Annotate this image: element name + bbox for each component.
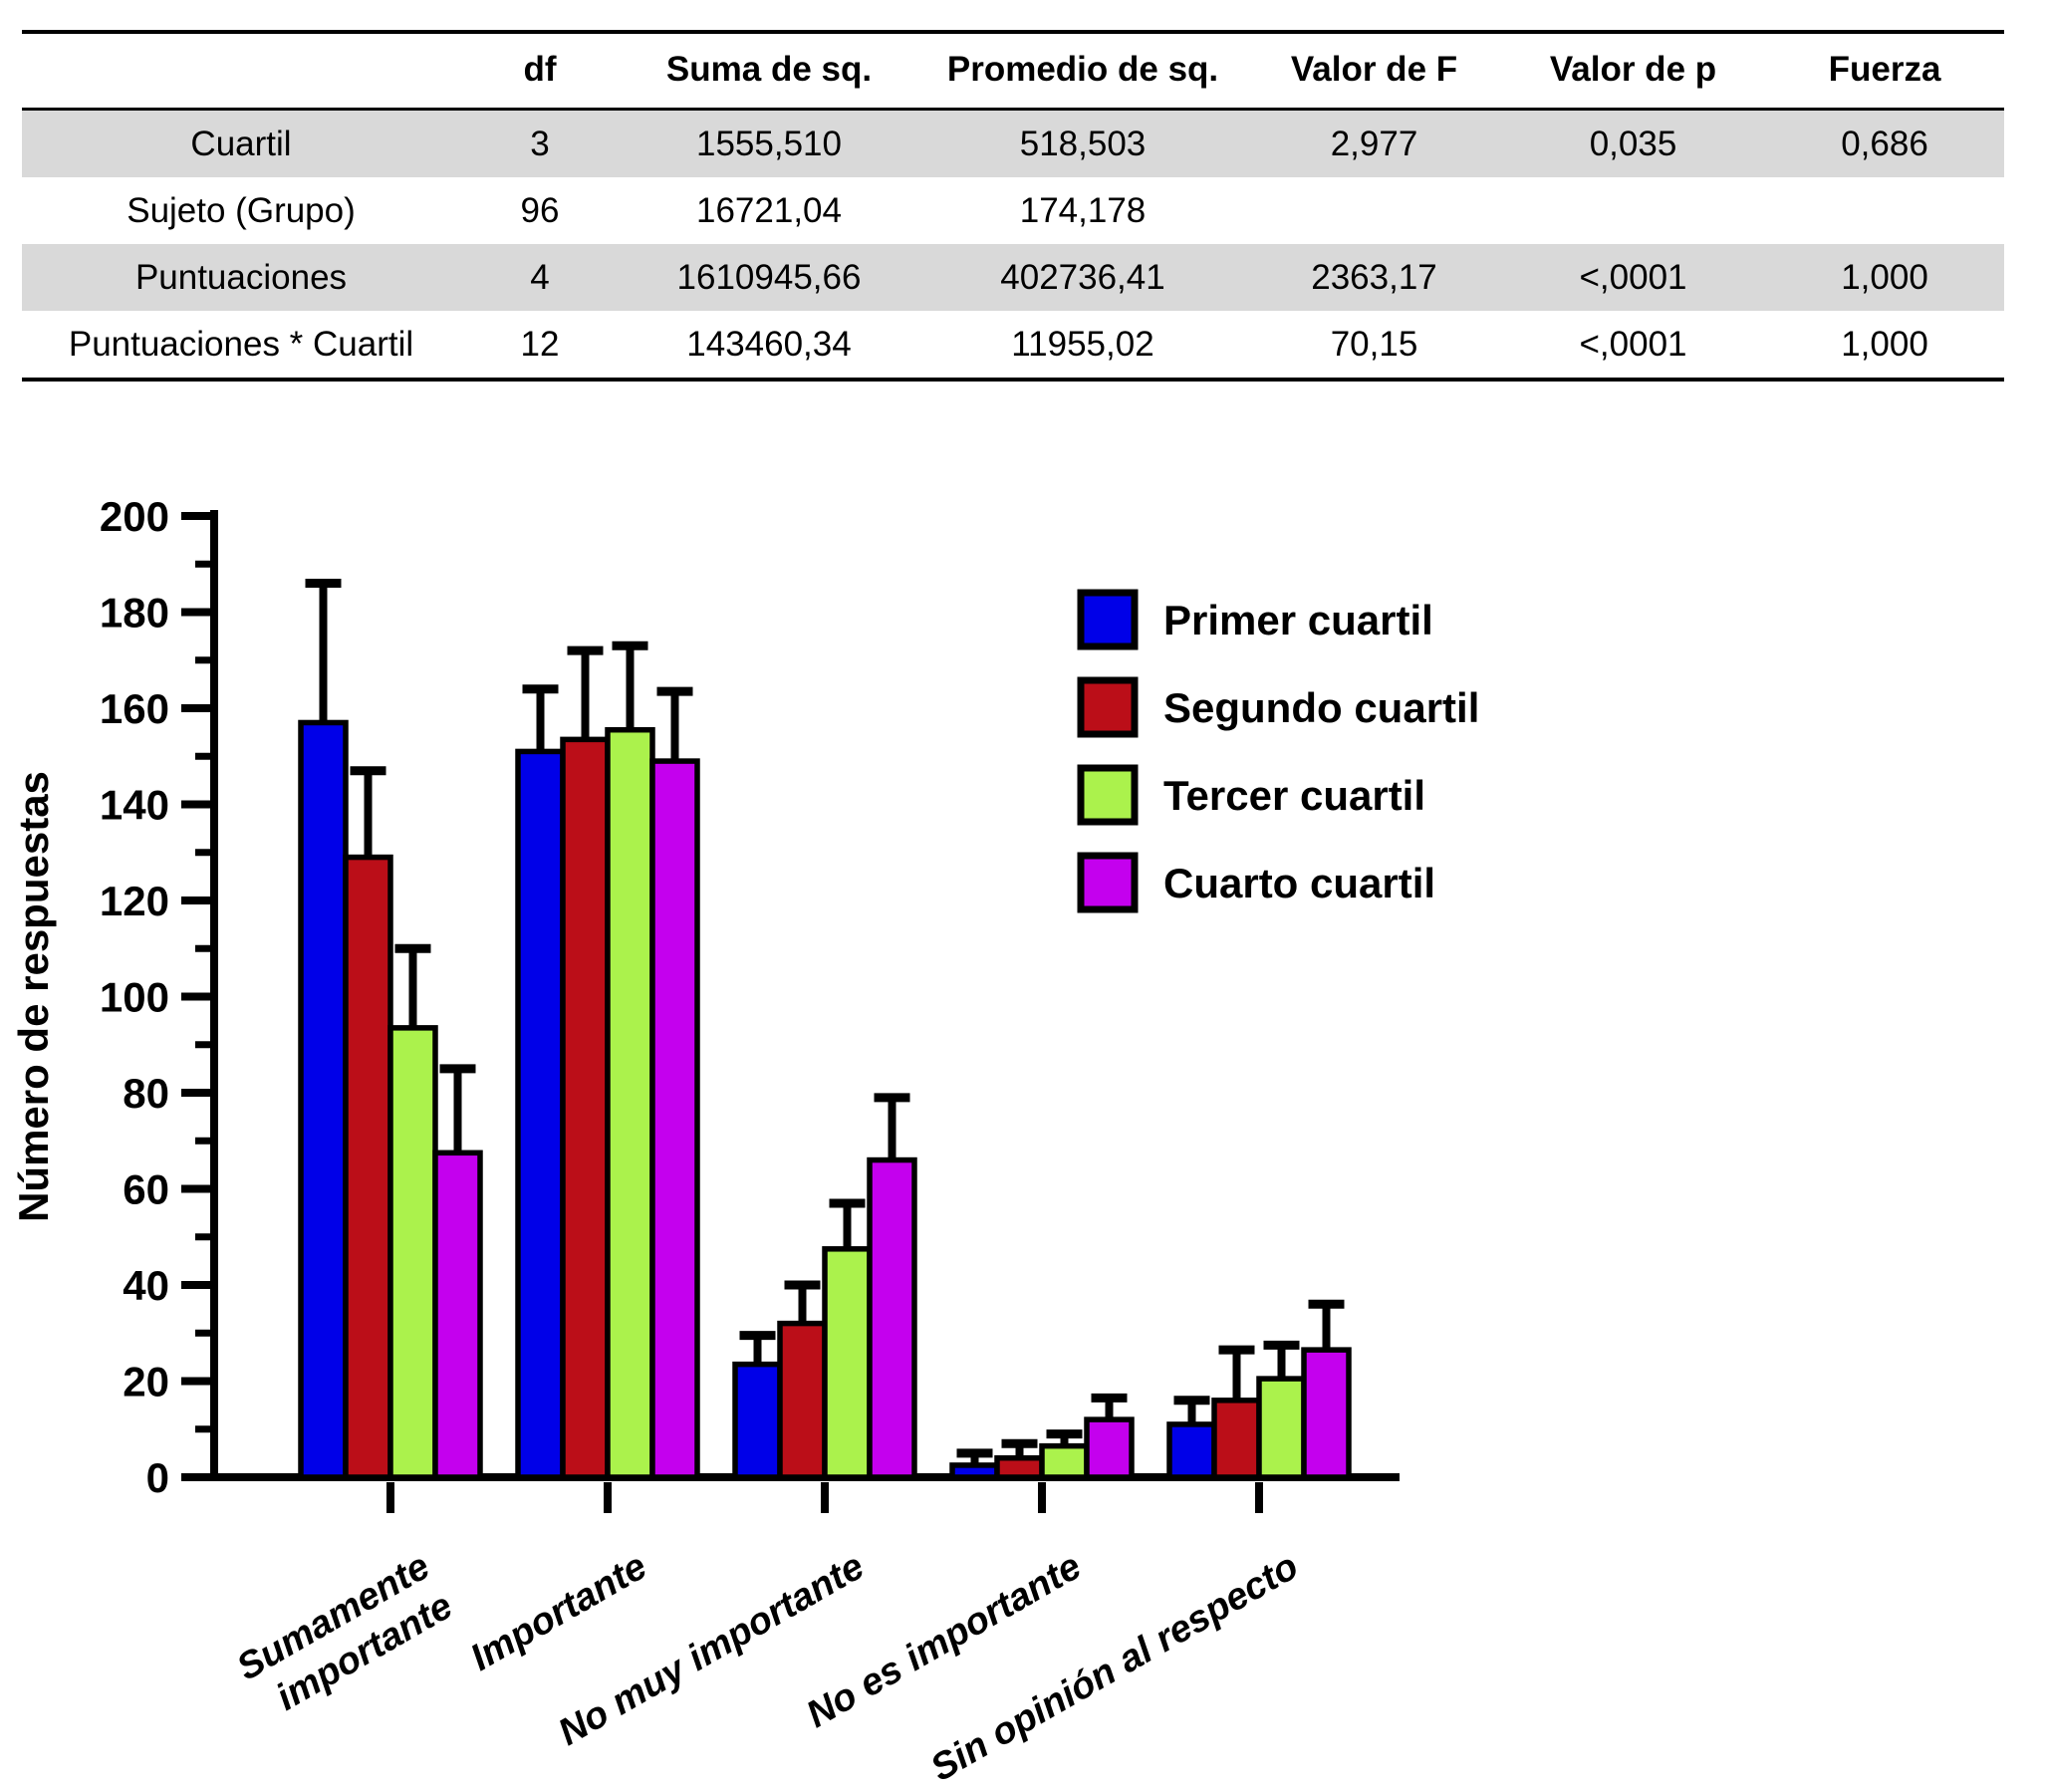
y-tick-label: 60 bbox=[123, 1166, 169, 1213]
x-category-label: Importante bbox=[463, 1545, 653, 1679]
value-cell bbox=[1247, 177, 1501, 244]
anova-header-row: df Suma de sq. Promedio de sq. Valor de F Va… bbox=[22, 32, 2004, 111]
value-cell: 12 bbox=[520, 324, 560, 364]
bar bbox=[1301, 1347, 1352, 1480]
value-cell: 0,686 bbox=[1765, 109, 2004, 177]
anova-header-cell: Valor de F bbox=[1247, 32, 1501, 111]
value-cell: 402736,41 bbox=[918, 244, 1247, 311]
y-tick-label: 20 bbox=[123, 1359, 169, 1406]
y-tick-label: 40 bbox=[123, 1262, 169, 1309]
anova-header-cell: Valor de p bbox=[1501, 32, 1765, 111]
bar bbox=[732, 1361, 783, 1480]
legend-label: Tercer cuartil bbox=[1163, 772, 1425, 819]
bar bbox=[867, 1156, 917, 1480]
bar bbox=[298, 719, 349, 1480]
value-cell: 11955,02 bbox=[1011, 324, 1154, 364]
value-cell bbox=[1765, 177, 2004, 244]
anova-header-cell: Fuerza bbox=[1765, 32, 2004, 111]
bar bbox=[560, 736, 611, 1480]
value-cell: 3 bbox=[460, 109, 620, 177]
value-cell: 16721,04 bbox=[696, 190, 842, 230]
row-label-cell: Sujeto (Grupo) bbox=[127, 190, 356, 230]
legend-swatch bbox=[1077, 676, 1139, 738]
table-row: Puntuaciones 4 1610945,66 402736,41 2363,17 <… bbox=[22, 244, 2004, 311]
table-row: Sujeto (Grupo) 96 16721,04 174,178 bbox=[22, 177, 2004, 244]
value-cell: 518,503 bbox=[918, 109, 1247, 177]
bar bbox=[949, 1462, 1000, 1480]
legend-label: Cuarto cuartil bbox=[1163, 860, 1435, 906]
bar bbox=[822, 1246, 873, 1480]
row-label-cell: Puntuaciones * Cuartil bbox=[68, 324, 414, 364]
value-cell: 0,035 bbox=[1501, 109, 1765, 177]
bar bbox=[1256, 1376, 1307, 1480]
bar bbox=[1211, 1398, 1262, 1480]
y-tick-label: 100 bbox=[100, 974, 169, 1021]
bar bbox=[605, 726, 655, 1480]
anova-header-cell: Promedio de sq. bbox=[918, 32, 1247, 111]
y-tick-label: 200 bbox=[100, 493, 169, 540]
value-cell: 2363,17 bbox=[1247, 244, 1501, 311]
bar bbox=[777, 1320, 828, 1480]
anova-table-body: Cuartil 3 1555,510 518,503 2,977 0,035 0,686 Su… bbox=[22, 109, 2004, 381]
bar bbox=[1166, 1421, 1217, 1480]
value-cell: 2,977 bbox=[1247, 109, 1501, 177]
y-tick-label: 80 bbox=[123, 1070, 169, 1117]
bar bbox=[515, 748, 566, 1480]
bar bbox=[432, 1150, 483, 1480]
bar bbox=[343, 854, 393, 1480]
bar bbox=[1084, 1416, 1135, 1480]
bar-chart: 0 20 40 60 80 100 120 140 160 180 200 Número de res… bbox=[10, 493, 1479, 1790]
bar bbox=[994, 1454, 1045, 1480]
value-cell: 4 bbox=[460, 244, 620, 311]
value-cell: <,0001 bbox=[1501, 244, 1765, 311]
value-cell: 70,15 bbox=[1330, 324, 1418, 364]
legend-label: Segundo cuartil bbox=[1163, 684, 1479, 731]
y-tick-label: 0 bbox=[146, 1454, 169, 1501]
x-category-label: Sin opinión al respecto bbox=[923, 1545, 1305, 1789]
row-label-cell: Puntuaciones bbox=[22, 244, 460, 311]
bar bbox=[1039, 1442, 1090, 1480]
x-category-label: Sumamenteimportante bbox=[230, 1545, 460, 1728]
value-cell bbox=[1501, 177, 1765, 244]
value-cell: 143460,34 bbox=[686, 324, 852, 364]
anova-table-container: df Suma de sq. Promedio de sq. Valor de F Va… bbox=[22, 30, 2004, 382]
table-row: Puntuaciones * Cuartil 12 143460,34 11955,0… bbox=[22, 311, 2004, 380]
anova-header-cell: df bbox=[460, 32, 620, 111]
y-axis-title: Número de respuestas bbox=[10, 771, 57, 1222]
value-cell: 1610945,66 bbox=[620, 244, 918, 311]
value-cell: 174,178 bbox=[1019, 190, 1147, 230]
bar bbox=[387, 1025, 438, 1480]
y-tick-label: 140 bbox=[100, 782, 169, 829]
value-cell: 1,000 bbox=[1841, 324, 1928, 364]
value-cell: 96 bbox=[520, 190, 560, 230]
value-cell: <,0001 bbox=[1579, 324, 1687, 364]
legend-swatch bbox=[1077, 589, 1139, 650]
anova-header-cell: Suma de sq. bbox=[620, 32, 918, 111]
y-tick-label: 180 bbox=[100, 590, 169, 637]
anova-table-header: df Suma de sq. Promedio de sq. Valor de F Va… bbox=[22, 32, 2004, 111]
bar bbox=[649, 758, 700, 1480]
legend-swatch bbox=[1077, 852, 1139, 913]
legend-swatch bbox=[1077, 764, 1139, 826]
anova-table: df Suma de sq. Promedio de sq. Valor de F Va… bbox=[22, 30, 2004, 382]
value-cell: 1,000 bbox=[1765, 244, 2004, 311]
y-tick-label: 120 bbox=[100, 878, 169, 924]
row-label-cell: Cuartil bbox=[22, 109, 460, 177]
anova-header-rowlabel bbox=[22, 32, 460, 111]
value-cell: 1555,510 bbox=[620, 109, 918, 177]
table-row: Cuartil 3 1555,510 518,503 2,977 0,035 0,686 bbox=[22, 109, 2004, 177]
legend-label: Primer cuartil bbox=[1163, 597, 1433, 643]
y-tick-label: 160 bbox=[100, 685, 169, 732]
